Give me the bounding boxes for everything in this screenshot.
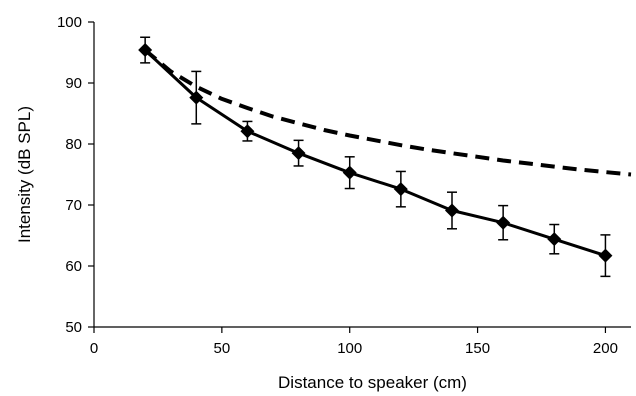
diamond-marker	[240, 124, 255, 139]
y-axis-title: Intensity (dB SPL)	[15, 106, 34, 243]
series-2	[143, 48, 632, 177]
diamond-marker	[189, 90, 204, 105]
series-1	[138, 36, 613, 278]
x-ticks: 0 50 100 150 200	[90, 327, 618, 357]
y-tick-label: 90	[65, 75, 82, 92]
diamond-marker	[291, 146, 306, 161]
series-layer	[138, 36, 632, 278]
y-tick-label: 70	[65, 197, 82, 214]
x-tick-label: 100	[337, 340, 362, 357]
y-ticks: 50 60 70 80 90 100	[57, 14, 94, 336]
diamond-marker	[342, 165, 357, 180]
y-tick-label: 60	[65, 258, 82, 275]
x-tick-label: 150	[465, 340, 490, 357]
diamond-marker	[445, 203, 459, 218]
y-tick-label: 50	[65, 319, 82, 336]
y-tick-label: 100	[57, 14, 82, 31]
diamond-marker	[496, 215, 511, 230]
x-tick-label: 0	[90, 340, 98, 357]
x-tick-label: 200	[593, 340, 618, 357]
diamond-marker	[393, 182, 408, 197]
dashed-series-line	[143, 48, 632, 177]
x-tick-label: 50	[214, 340, 231, 357]
diamond-marker	[598, 248, 613, 263]
solid-series-line	[144, 49, 606, 258]
diamond-marker	[547, 232, 562, 247]
x-axis-title: Distance to speaker (cm)	[278, 373, 467, 392]
axes	[93, 22, 631, 328]
y-tick-label: 80	[65, 136, 82, 153]
